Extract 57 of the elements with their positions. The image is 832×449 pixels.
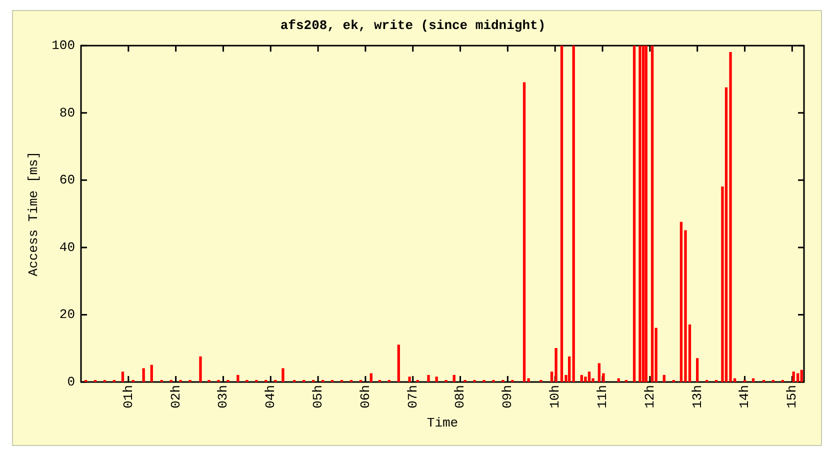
x-tick-label: 02h [168, 384, 184, 408]
bar [560, 46, 564, 382]
x-tick-label: 12h [642, 384, 658, 408]
bar [792, 372, 795, 382]
bar [642, 46, 645, 382]
bar [617, 378, 620, 382]
bar [370, 373, 372, 382]
bar [142, 368, 145, 382]
bar [236, 374, 240, 382]
y-tick-label: 60 [59, 172, 76, 188]
bar [800, 370, 803, 382]
x-tick-label: 08h [452, 384, 468, 408]
x-tick-label: 06h [358, 384, 373, 408]
bar [644, 46, 648, 382]
bar [752, 378, 755, 382]
bar [696, 358, 699, 382]
y-tick-label: 40 [59, 240, 76, 255]
bar [568, 356, 571, 382]
y-tick-label: 100 [52, 38, 76, 54]
x-tick-label: 14h [737, 384, 752, 408]
bar [580, 374, 583, 382]
bar [199, 356, 202, 382]
x-tick-label: 10h [548, 384, 563, 408]
bar [452, 374, 456, 382]
x-tick-label: 07h [405, 384, 420, 408]
x-tick-label: 04h [263, 384, 278, 408]
bar [121, 372, 124, 382]
bar [638, 46, 642, 382]
x-tick-label: 11h [594, 384, 610, 408]
bar [729, 52, 732, 382]
bar [150, 364, 153, 382]
bar [650, 46, 654, 382]
x-tick-label: 01h [120, 384, 136, 408]
y-tick-label: 80 [59, 105, 76, 120]
bar [282, 368, 284, 382]
x-tick-label: 13h [690, 384, 705, 408]
bar [572, 46, 575, 382]
x-axis-title: Time [426, 416, 458, 431]
bar [598, 363, 601, 382]
x-tick-label: 03h [216, 384, 231, 408]
x-tick-label: 09h [500, 384, 516, 408]
x-tick-label: 15h [784, 384, 800, 408]
y-axis-title: Access Time [ms] [26, 151, 42, 276]
y-tick-label: 20 [59, 307, 76, 322]
y-tick-label: 0 [67, 374, 76, 390]
bar [435, 376, 438, 382]
bar [408, 376, 411, 382]
bar [522, 82, 526, 382]
bar [662, 374, 666, 382]
bar [680, 222, 683, 382]
bar [427, 374, 430, 382]
bar [554, 348, 558, 382]
chart-title: afs208, ek, write (since midnight) [280, 18, 546, 34]
bar [397, 344, 400, 382]
x-tick-label: 05h [310, 384, 326, 408]
bar [588, 372, 591, 382]
bar [632, 46, 636, 382]
